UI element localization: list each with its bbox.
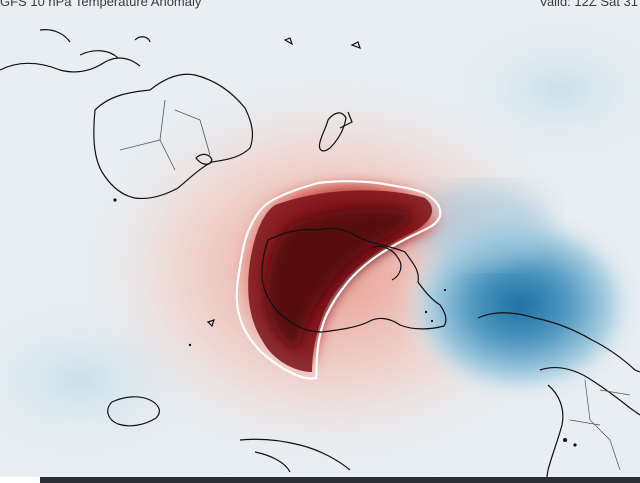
map-title: GFS 10 hPa Temperature Anomaly — [0, 0, 202, 9]
anomaly-contour-line — [235, 180, 442, 380]
valid-time-label: Valid: 12Z Sat 31 — [539, 0, 638, 9]
small-islands — [113, 198, 577, 447]
basemap-coastlines — [0, 29, 640, 483]
bottom-dark-strip — [40, 477, 640, 483]
bottom-bar — [0, 477, 640, 483]
